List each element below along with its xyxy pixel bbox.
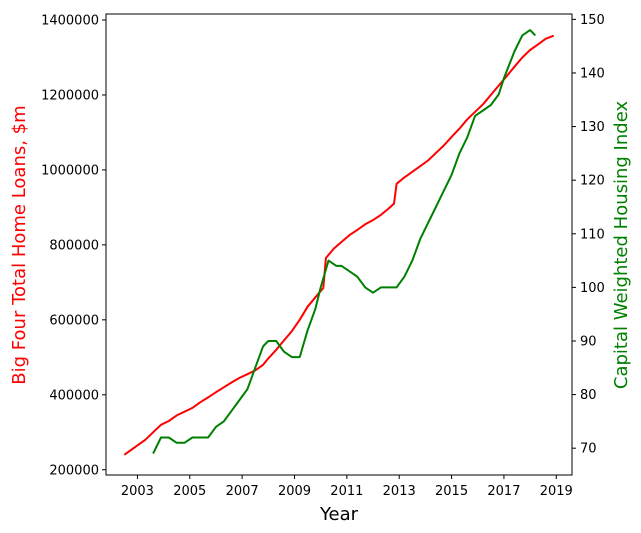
x-tick-label: 2017 (487, 484, 520, 499)
right-y-tick-label: 120 (580, 174, 605, 189)
housing-index-series-line (152, 29, 537, 455)
home-loans-series-line (123, 34, 555, 456)
right-y-axis-title: Capital Weighted Housing Index (611, 101, 632, 390)
right-y-tick-label: 150 (580, 13, 605, 28)
right-y-axis: 70 80 90 100 110 120 130 140 150 (572, 13, 605, 457)
series-layer (123, 29, 555, 456)
right-y-tick-label: 110 (580, 227, 605, 242)
left-y-tick-label: 1000000 (41, 163, 99, 178)
right-y-tick-label: 70 (580, 442, 597, 457)
right-y-tick-label: 140 (580, 66, 605, 81)
left-y-tick-label: 400000 (49, 388, 99, 403)
x-axis: 2003 2005 2007 2009 2011 2013 2015 2017 2019 (121, 475, 573, 499)
left-y-tick-label: 600000 (49, 313, 99, 328)
x-axis-title: Year (319, 504, 359, 525)
left-y-tick-label: 1200000 (41, 88, 99, 103)
x-tick-label: 2005 (173, 484, 206, 499)
right-y-tick-label: 90 (580, 334, 597, 349)
x-tick-label: 2013 (383, 484, 416, 499)
x-tick-label: 2007 (226, 484, 259, 499)
x-tick-label: 2009 (278, 484, 311, 499)
x-tick-label: 2003 (121, 484, 154, 499)
x-tick-label: 2011 (330, 484, 363, 499)
left-y-tick-label: 800000 (49, 238, 99, 253)
left-y-axis-title: Big Four Total Home Loans, $m (9, 105, 30, 384)
right-y-tick-label: 100 (580, 281, 605, 296)
left-y-axis: 200000 400000 600000 800000 1000000 1200000 14… (41, 13, 106, 478)
left-y-tick-label: 200000 (49, 463, 99, 478)
x-tick-label: 2015 (435, 484, 468, 499)
left-y-tick-label: 1400000 (41, 13, 99, 28)
right-y-tick-label: 130 (580, 120, 605, 135)
x-tick-label: 2019 (540, 484, 573, 499)
right-y-tick-label: 80 (580, 388, 597, 403)
